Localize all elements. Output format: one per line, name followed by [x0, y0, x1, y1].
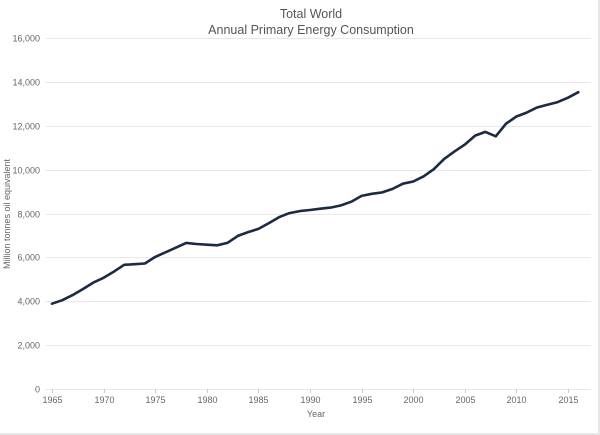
y-tick-label: 0 [35, 385, 40, 395]
x-tick-label: 2000 [403, 395, 423, 405]
y-axis-label: Million tonnes oil equivalent [2, 158, 12, 269]
y-tick-label: 14,000 [12, 78, 40, 88]
chart-subtitle: Annual Primary Energy Consumption [208, 23, 414, 37]
x-tick-label: 2005 [455, 395, 475, 405]
x-tick-label: 1970 [94, 395, 114, 405]
y-tick-label: 12,000 [12, 122, 40, 132]
x-tick-label: 1975 [145, 395, 165, 405]
x-tick-label: 2015 [558, 395, 578, 405]
x-axis: 1965 1970 1975 1980 1985 1990 1995 2000 2005 2010… [42, 389, 579, 405]
y-tick-label: 8,000 [17, 210, 40, 220]
y-tick-label: 10,000 [12, 166, 40, 176]
y-tick-label: 16,000 [12, 34, 40, 44]
x-tick-label: 1995 [352, 395, 372, 405]
x-tick-label: 2010 [506, 395, 526, 405]
gridlines [46, 38, 591, 390]
x-tick-label: 1980 [197, 395, 217, 405]
y-tick-label: 2,000 [17, 341, 40, 351]
chart-title: Total World [280, 7, 342, 21]
x-tick-label: 1965 [42, 395, 62, 405]
y-axis: 0 2,000 4,000 6,000 8,000 10,000 12,000 14,000 1… [12, 34, 40, 395]
x-tick-label: 1990 [300, 395, 320, 405]
x-axis-label: Year [307, 409, 325, 419]
y-tick-label: 6,000 [17, 253, 40, 263]
series-line-total-world [50, 90, 580, 306]
series-layer [50, 90, 580, 306]
y-tick-label: 4,000 [17, 297, 40, 307]
x-tick-label: 1985 [248, 395, 268, 405]
